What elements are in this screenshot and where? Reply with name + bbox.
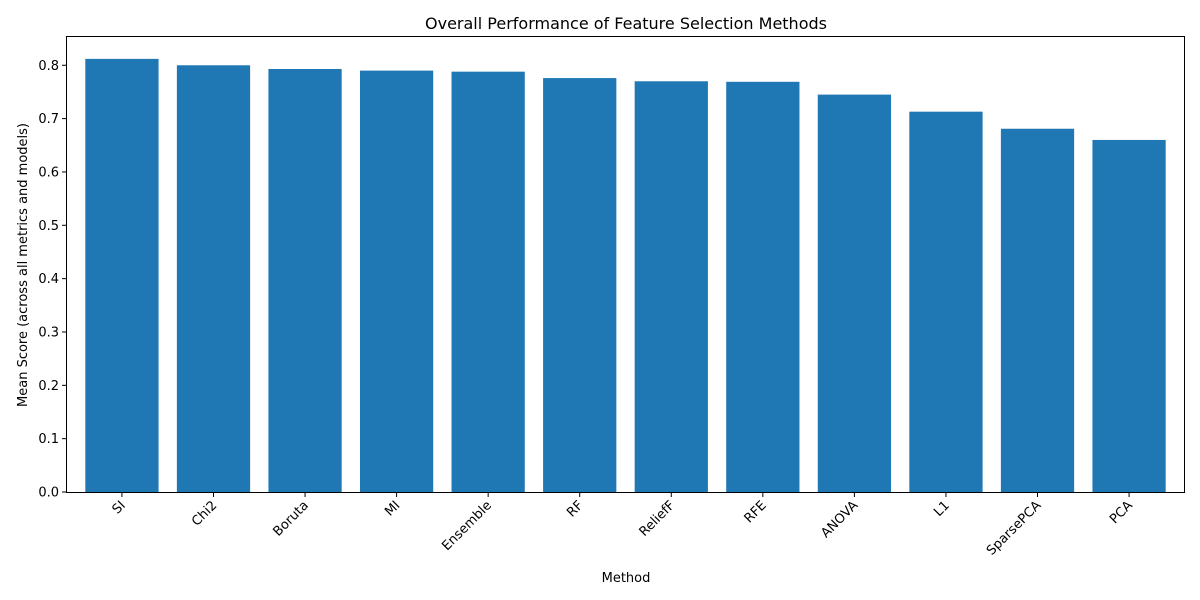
x-tick-label: ReliefF — [637, 498, 679, 540]
y-tick-label: 0.8 — [38, 59, 59, 74]
y-axis-label: Mean Score (across all metrics and model… — [16, 123, 31, 407]
bar-rfe — [726, 81, 800, 492]
x-axis-label: Method — [602, 571, 651, 586]
y-tick-label: 0.3 — [38, 325, 59, 340]
x-tick-label: PCA — [1107, 498, 1136, 527]
bar-ensemble — [451, 71, 525, 493]
chart-title: Overall Performance of Feature Selection… — [425, 14, 827, 33]
bar-rf — [543, 78, 617, 492]
x-tick-label: Ensemble — [439, 498, 495, 554]
y-tick-label: 0.6 — [38, 165, 59, 180]
x-tick-label: L1 — [931, 498, 953, 520]
x-axis: SI Chi2 Boruta MI Ensemble RF ReliefF RFE ANOVA L… — [110, 492, 1136, 559]
plot-frame — [66, 36, 1185, 493]
y-tick-label: 0.5 — [38, 219, 59, 234]
x-tick-label: MI — [382, 498, 403, 519]
bars-group — [85, 58, 1166, 493]
bar-sparsepca — [1000, 128, 1075, 492]
x-tick-label: Chi2 — [189, 498, 220, 529]
y-tick-label: 0.4 — [38, 272, 59, 287]
y-axis: 0.0 0.1 0.2 0.3 0.4 0.5 0.6 0.7 0.8 — [38, 59, 67, 501]
bar-relieff — [634, 81, 708, 493]
x-tick-label: SparsePCA — [984, 498, 1044, 558]
x-tick-label: Boruta — [270, 498, 311, 539]
y-tick-label: 0.7 — [38, 112, 59, 127]
bar-si — [85, 58, 159, 493]
x-tick-label: RF — [564, 498, 586, 520]
bar-chi2 — [176, 65, 251, 493]
x-tick-label: SI — [110, 498, 129, 517]
y-tick-label: 0.1 — [38, 432, 59, 447]
bar-mi — [359, 70, 434, 492]
y-tick-label: 0.2 — [38, 379, 59, 394]
x-tick-label: ANOVA — [818, 498, 861, 541]
bar-anova — [817, 94, 892, 493]
bar-pca — [1092, 139, 1166, 492]
x-tick-label: RFE — [742, 498, 770, 526]
bar-boruta — [268, 69, 342, 492]
y-tick-label: 0.0 — [38, 486, 59, 501]
bar-l1 — [909, 111, 983, 493]
